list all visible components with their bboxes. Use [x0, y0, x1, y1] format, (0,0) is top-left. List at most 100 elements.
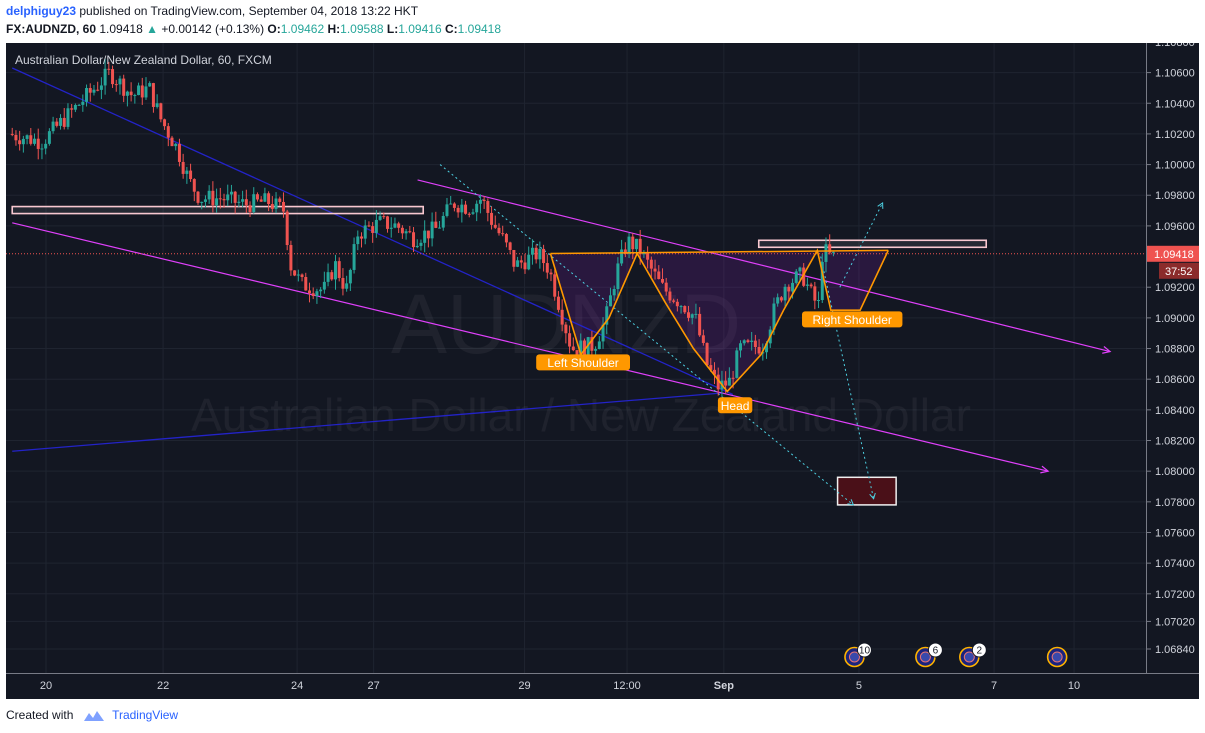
candle-body	[341, 277, 345, 289]
candle-body	[348, 269, 352, 284]
chart-area[interactable]: AUDNZD Australian Dollar / New Zealand D…	[6, 37, 1199, 699]
candle-body	[608, 295, 612, 307]
candle-body	[813, 286, 817, 301]
candle-body	[449, 203, 453, 205]
candle-body	[203, 199, 207, 202]
candle-body	[73, 104, 77, 110]
x-tick-label: Sep	[714, 680, 734, 692]
candle-body	[620, 249, 624, 264]
candle-body	[746, 340, 750, 342]
countdown-value: 37:52	[1165, 266, 1193, 278]
candle-body	[542, 248, 546, 264]
candle-body	[753, 340, 757, 348]
candle-body	[490, 212, 494, 225]
candle-body	[248, 205, 252, 212]
price-change: +0.00142 (+0.13%)	[161, 22, 265, 36]
candle-body	[475, 203, 479, 213]
candle-body	[787, 286, 791, 292]
x-tick-label: 27	[368, 680, 380, 692]
candle-body	[716, 374, 720, 390]
candle-body	[170, 137, 174, 147]
publish-info: delphiguy23 published on TradingView.com…	[6, 4, 418, 18]
projection-arrowhead	[869, 492, 876, 500]
candle-body	[750, 340, 754, 342]
candle-body	[111, 69, 115, 85]
time-axis[interactable]: 20 22 24 27 29 12:00 Sep 5 7 10	[6, 673, 1199, 693]
price-axis[interactable]: 1.10800 1.10600 1.10400 1.10200 1.10000 1.098…	[1146, 37, 1199, 699]
watermark-name: Australian Dollar / New Zealand Dollar	[191, 389, 971, 441]
candle-body	[10, 133, 14, 135]
candle-body	[200, 201, 204, 203]
event-count: 10	[859, 646, 871, 657]
event-count: 2	[977, 646, 983, 657]
candle-body	[133, 95, 137, 97]
x-tick-label: 20	[40, 680, 52, 692]
candle-body	[776, 297, 780, 304]
candle-body	[55, 121, 59, 126]
event-count-badge	[856, 642, 872, 658]
price-chart[interactable]: AUDNZD Australian Dollar / New Zealand D…	[6, 37, 1199, 699]
y-tick-label: 1.07600	[1155, 527, 1195, 539]
candle-body	[545, 263, 549, 273]
high-value: 1.09588	[340, 22, 384, 36]
candle-body	[122, 78, 126, 96]
low-value: 1.09416	[398, 22, 442, 36]
candle-body	[125, 91, 129, 96]
candle-body	[378, 216, 382, 220]
candle-body	[549, 272, 553, 275]
candle-body	[824, 244, 828, 262]
candle-body	[62, 117, 66, 127]
candle-body	[374, 219, 378, 233]
candle-body	[675, 301, 679, 307]
author-link[interactable]: delphiguy23	[6, 4, 77, 18]
channel-line	[417, 179, 1111, 353]
candle-body	[698, 313, 702, 336]
candle-body	[397, 223, 401, 228]
candle-body	[831, 251, 835, 253]
candle-body	[727, 377, 731, 386]
candle-body	[482, 199, 486, 202]
tradingview-link[interactable]: TradingView	[112, 708, 179, 722]
candle-body	[419, 242, 423, 246]
candle-body	[345, 283, 349, 289]
candle-body	[634, 238, 638, 250]
event-count-badge	[927, 642, 943, 658]
candle-body	[21, 138, 25, 145]
open-value: 1.09462	[280, 22, 325, 36]
candle-body	[579, 340, 583, 355]
candle-body	[571, 346, 575, 351]
candle-body	[293, 270, 297, 276]
candle-body	[389, 227, 393, 229]
candle-body	[553, 274, 557, 297]
candle-body	[360, 236, 364, 239]
y-tick-label: 1.08000	[1155, 466, 1195, 478]
candle-body	[538, 248, 542, 260]
channel-arrowhead	[1040, 465, 1050, 474]
candle-body	[215, 198, 219, 206]
candle-body	[672, 300, 676, 302]
x-tick-label: 24	[291, 680, 303, 692]
highlight-level	[757, 239, 988, 249]
candle-body	[207, 190, 211, 200]
candle-body	[757, 347, 761, 354]
candle-body	[14, 134, 18, 141]
candle-body	[322, 281, 326, 290]
candle-body	[828, 244, 832, 253]
candle-body	[686, 312, 690, 318]
candle-body	[426, 230, 430, 239]
annotation-label: Head	[721, 399, 750, 413]
candle-body	[356, 236, 360, 245]
candle-body	[523, 262, 527, 270]
candle-body	[564, 324, 568, 334]
candle-body	[33, 138, 37, 144]
candle-body	[582, 340, 586, 356]
footer: Created with TradingView	[6, 708, 178, 722]
candle-body	[701, 335, 705, 343]
candle-body	[516, 260, 520, 267]
projection-line	[839, 202, 884, 288]
candle-body	[631, 236, 635, 250]
candle-body	[218, 198, 222, 200]
y-tick-label: 1.09200	[1155, 282, 1195, 294]
candle-body	[233, 191, 237, 203]
candle-body	[382, 216, 386, 218]
